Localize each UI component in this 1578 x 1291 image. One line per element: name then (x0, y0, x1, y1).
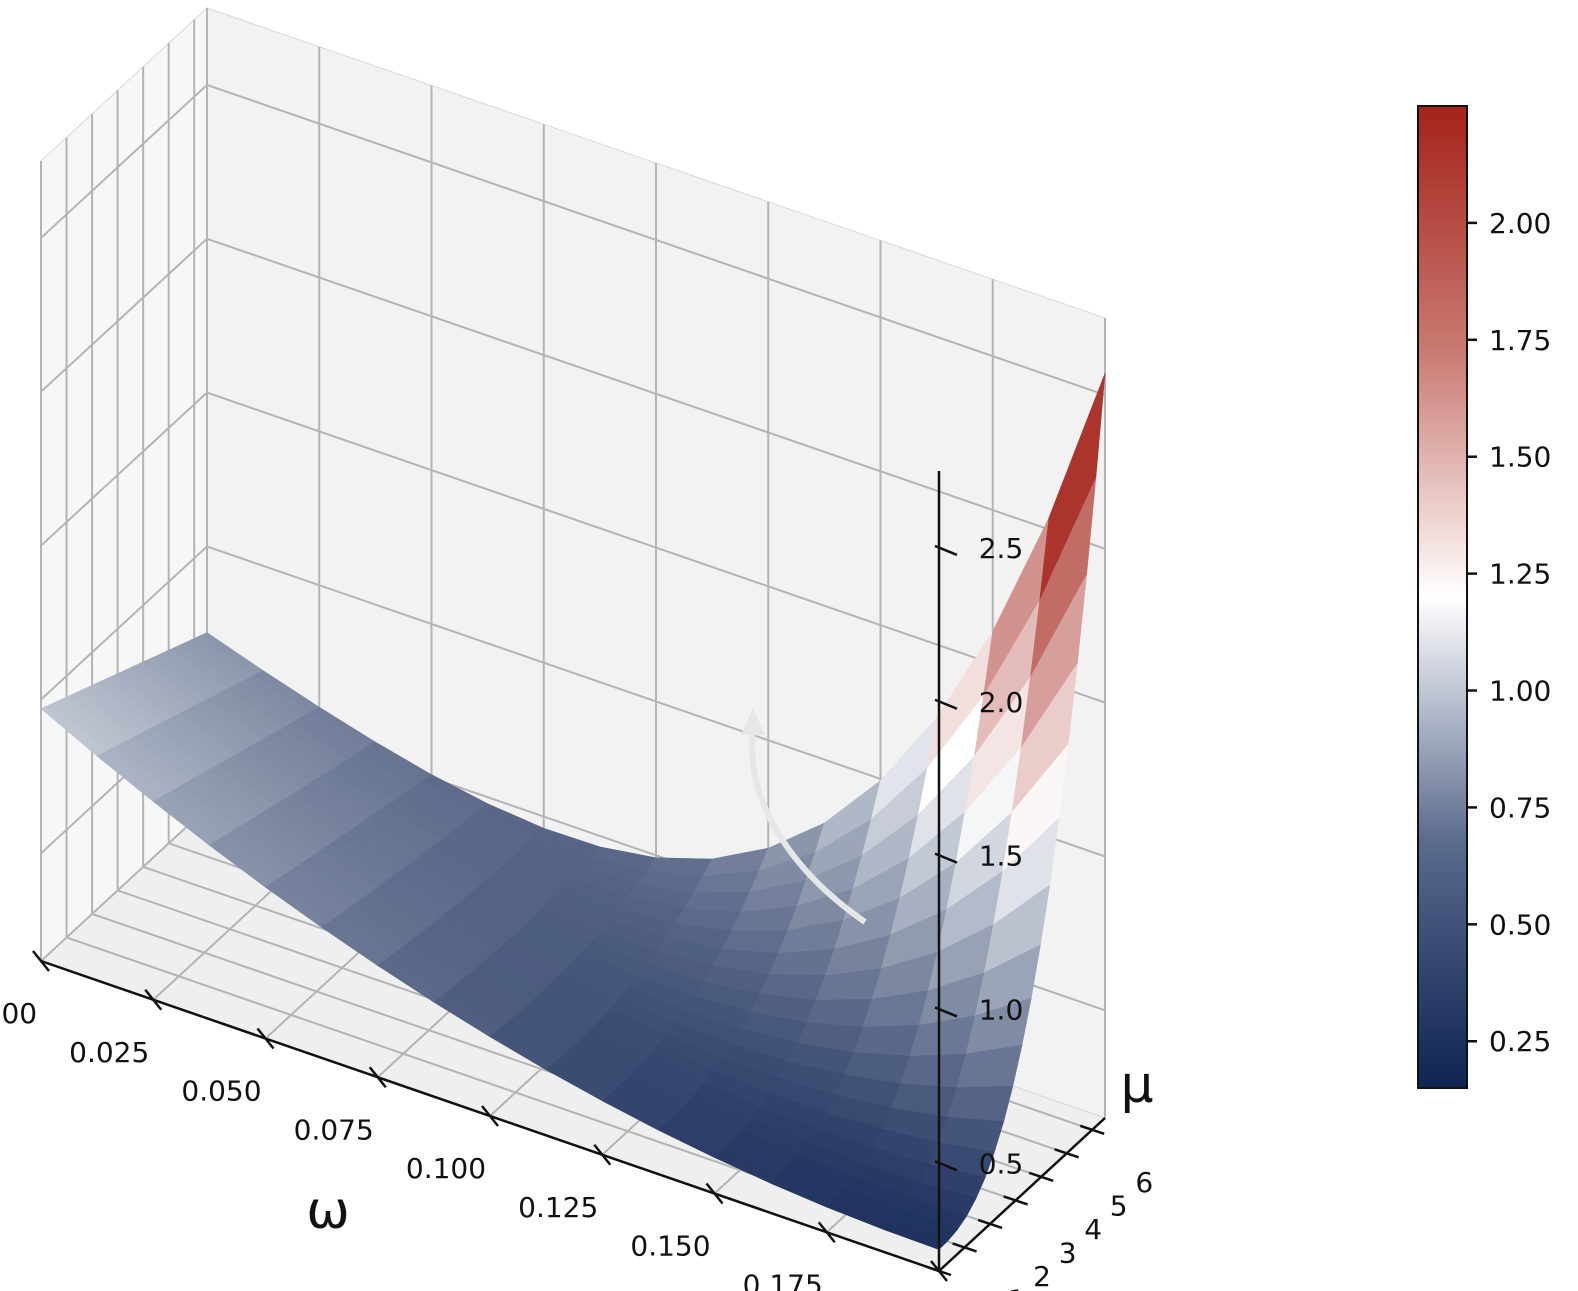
surface-patch (853, 1024, 920, 1057)
surface-patch (806, 999, 873, 1028)
y-axis-tick (977, 1218, 1003, 1230)
y-axis-label: μ (1120, 1055, 1153, 1115)
colorbar-tick-label: 1.75 (1489, 324, 1551, 357)
x-axis-label: ω (306, 1181, 350, 1241)
z-tick-label: 1.5 (979, 840, 1024, 873)
z-tick-label: 2.0 (979, 686, 1024, 719)
x-tick-label: 0.050 (181, 1075, 261, 1108)
surface-mesh (40, 373, 1106, 1250)
y-axis-tick (1003, 1195, 1029, 1206)
x-axis-tick (32, 950, 50, 972)
trajectory-arrow (749, 729, 867, 925)
colorbar-tick-label: 0.25 (1489, 1025, 1551, 1058)
y-tick-label: 2 (1033, 1260, 1051, 1291)
x-axis-tick (593, 1143, 612, 1166)
trajectory-arrowhead (741, 708, 765, 735)
x-axis-tick (368, 1066, 387, 1089)
surface-patch (768, 948, 835, 977)
colorbar: 0.25 0.50 0.75 1.00 1.25 1.50 1.75 2.00 (1417, 105, 1551, 1089)
y-axis-tick (1079, 1124, 1105, 1135)
y-axis-tick (952, 1242, 977, 1253)
z-axis-tick (934, 544, 958, 557)
colorbar-tick-label: 2.00 (1489, 207, 1551, 240)
y-tick-label: 1 (1008, 1283, 1026, 1291)
z-tick-label: 2.5 (979, 532, 1024, 565)
x-tick-label: 0.000 (0, 997, 37, 1030)
x-tick-label: 0.125 (518, 1191, 598, 1224)
grid-line-x (40, 807, 208, 962)
colorbar-tick-label: 1.50 (1489, 441, 1551, 474)
surface-patch (900, 1053, 967, 1089)
y-tick-label: 5 (1110, 1189, 1128, 1222)
colorbar-tick-label: 0.75 (1489, 791, 1551, 824)
surface-patch (882, 1219, 949, 1250)
y-axis-line (938, 1117, 1106, 1272)
grid-line-z (206, 391, 1106, 704)
grid-line-z (40, 545, 208, 701)
z-axis-tick (934, 1160, 958, 1172)
y-axis-tick (1028, 1171, 1054, 1183)
z-axis-tick (934, 698, 958, 710)
colorbar-tick-label: 0.50 (1489, 908, 1551, 941)
z-tick-label: 1.0 (979, 993, 1024, 1026)
grid-line-z (40, 238, 208, 393)
x-tick-label: 0.150 (630, 1230, 710, 1263)
colorbar-gradient (1417, 105, 1468, 1089)
grid-line-z (40, 84, 208, 239)
y-tick-label: 4 (1084, 1213, 1102, 1246)
z-axis-tick (934, 852, 958, 864)
y-tick-label: 3 (1059, 1236, 1077, 1269)
z-axis-tick (934, 1006, 958, 1018)
y-tick-label: 6 (1135, 1166, 1153, 1199)
colorbar-tick-label: 1.25 (1489, 558, 1551, 591)
x-tick-label: 0.075 (294, 1113, 374, 1146)
surface-patch (947, 1085, 1014, 1123)
x-axis-tick (144, 988, 163, 1011)
x-axis-tick (256, 1027, 275, 1050)
x-tick-label: 0.100 (406, 1152, 486, 1185)
grid-line-z (40, 391, 208, 547)
y-axis-tick (926, 1265, 952, 1277)
x-axis-tick (481, 1105, 499, 1127)
grid-line-z (206, 237, 1106, 550)
x-axis-tick (705, 1182, 724, 1205)
x-tick-label: 0.025 (69, 1036, 149, 1069)
z-tick-label: 0.5 (979, 1147, 1024, 1180)
y-axis-tick (1054, 1148, 1080, 1159)
colorbar-tick-label: 1.00 (1489, 675, 1551, 708)
grid-line-z (206, 83, 1106, 396)
x-axis-tick (817, 1221, 836, 1244)
x-tick-label: 0.175 (743, 1268, 823, 1291)
axes: 0.000 0.025 0.050 0.075 0.100 0.125 0.150 0.175… (0, 471, 1153, 1291)
